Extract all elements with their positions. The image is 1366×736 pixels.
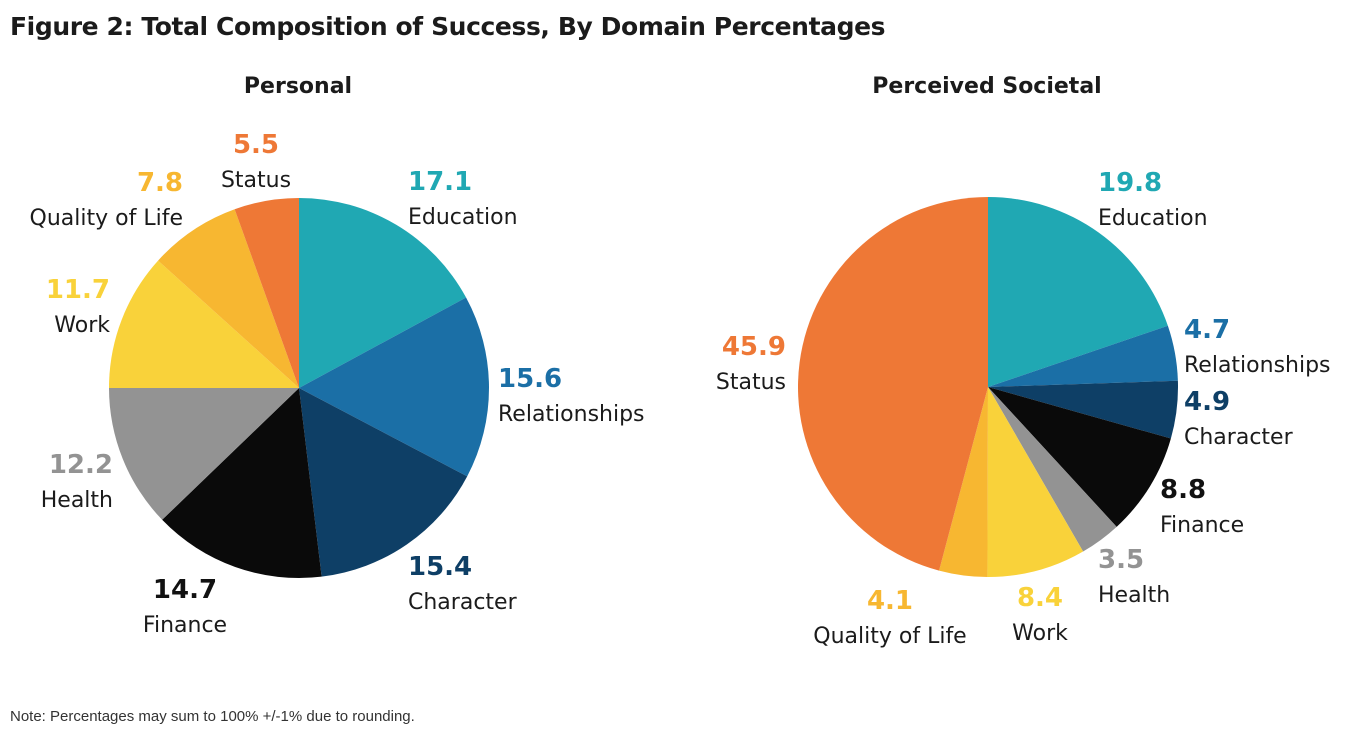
category-label-personal-health: Health [41,488,113,513]
category-label-societal-health: Health [1098,583,1170,608]
value-label-societal-health: 3.5 [1098,545,1144,575]
category-label-personal-education: Education [408,205,518,230]
category-label-personal-finance: Finance [143,613,227,638]
category-label-societal-status: Status [716,370,786,395]
value-label-personal-health: 12.2 [49,450,113,480]
slice-labels: 17.1 Education 15.6 Relationships 15.4 Charac… [30,130,1331,649]
category-label-personal-work: Work [54,313,110,338]
pie-slice-societal-relationships [988,325,1178,387]
category-label-personal-quality-of-life: Quality of Life [30,206,183,231]
pie-slice-societal-finance [988,387,1171,527]
category-label-personal-status: Status [221,168,291,193]
category-label-personal-character: Character [408,590,518,615]
pie-slice-personal-health [109,388,299,520]
value-label-societal-education: 19.8 [1098,168,1162,198]
pie-chart-societal: Perceived Societal [797,74,1179,578]
category-label-societal-work: Work [1012,621,1068,646]
value-label-societal-quality-of-life: 4.1 [867,586,913,616]
value-label-societal-finance: 8.8 [1160,475,1206,505]
category-label-societal-education: Education [1098,206,1208,231]
category-label-societal-character: Character [1184,425,1294,450]
pie-slice-personal-quality-of-life [158,209,299,388]
chart-title-personal: Personal [244,74,352,99]
pie-slice-personal-education [299,198,467,388]
value-label-personal-status: 5.5 [233,130,279,160]
pie-slice-societal-character [988,380,1179,439]
pie-slices-societal [797,196,1179,578]
value-label-societal-character: 4.9 [1184,387,1230,417]
category-label-societal-quality-of-life: Quality of Life [813,624,966,649]
category-label-societal-relationships: Relationships [1184,353,1331,378]
pie-chart-personal: Personal [109,74,489,579]
pie-slice-personal-relationships [299,297,489,477]
pie-slice-personal-finance [162,388,322,579]
pie-slice-societal-work [987,387,1084,578]
value-label-personal-work: 11.7 [46,275,110,305]
category-label-personal-relationships: Relationships [498,402,645,427]
pie-slice-societal-health [988,387,1117,552]
pie-slices-personal [109,198,489,579]
value-label-personal-finance: 14.7 [153,575,217,605]
pie-slice-societal-education [988,197,1168,387]
figure-title: Figure 2: Total Composition of Success, … [10,12,886,41]
value-label-societal-relationships: 4.7 [1184,315,1230,345]
pie-slice-personal-work [109,260,299,388]
figure-note: Note: Percentages may sum to 100% +/-1% … [10,708,415,725]
pie-slice-personal-status [234,198,299,388]
pie-slice-societal-status [797,196,988,571]
value-label-personal-education: 17.1 [408,167,472,197]
value-label-personal-character: 15.4 [408,552,472,582]
value-label-societal-work: 8.4 [1017,583,1063,613]
pie-slice-societal-quality-of-life [939,387,988,577]
value-label-personal-quality-of-life: 7.8 [137,168,183,198]
value-label-personal-relationships: 15.6 [498,364,562,394]
chart-title-societal: Perceived Societal [872,74,1101,99]
value-label-societal-status: 45.9 [722,332,786,362]
category-label-societal-finance: Finance [1160,513,1244,538]
pie-slice-personal-character [299,388,468,577]
